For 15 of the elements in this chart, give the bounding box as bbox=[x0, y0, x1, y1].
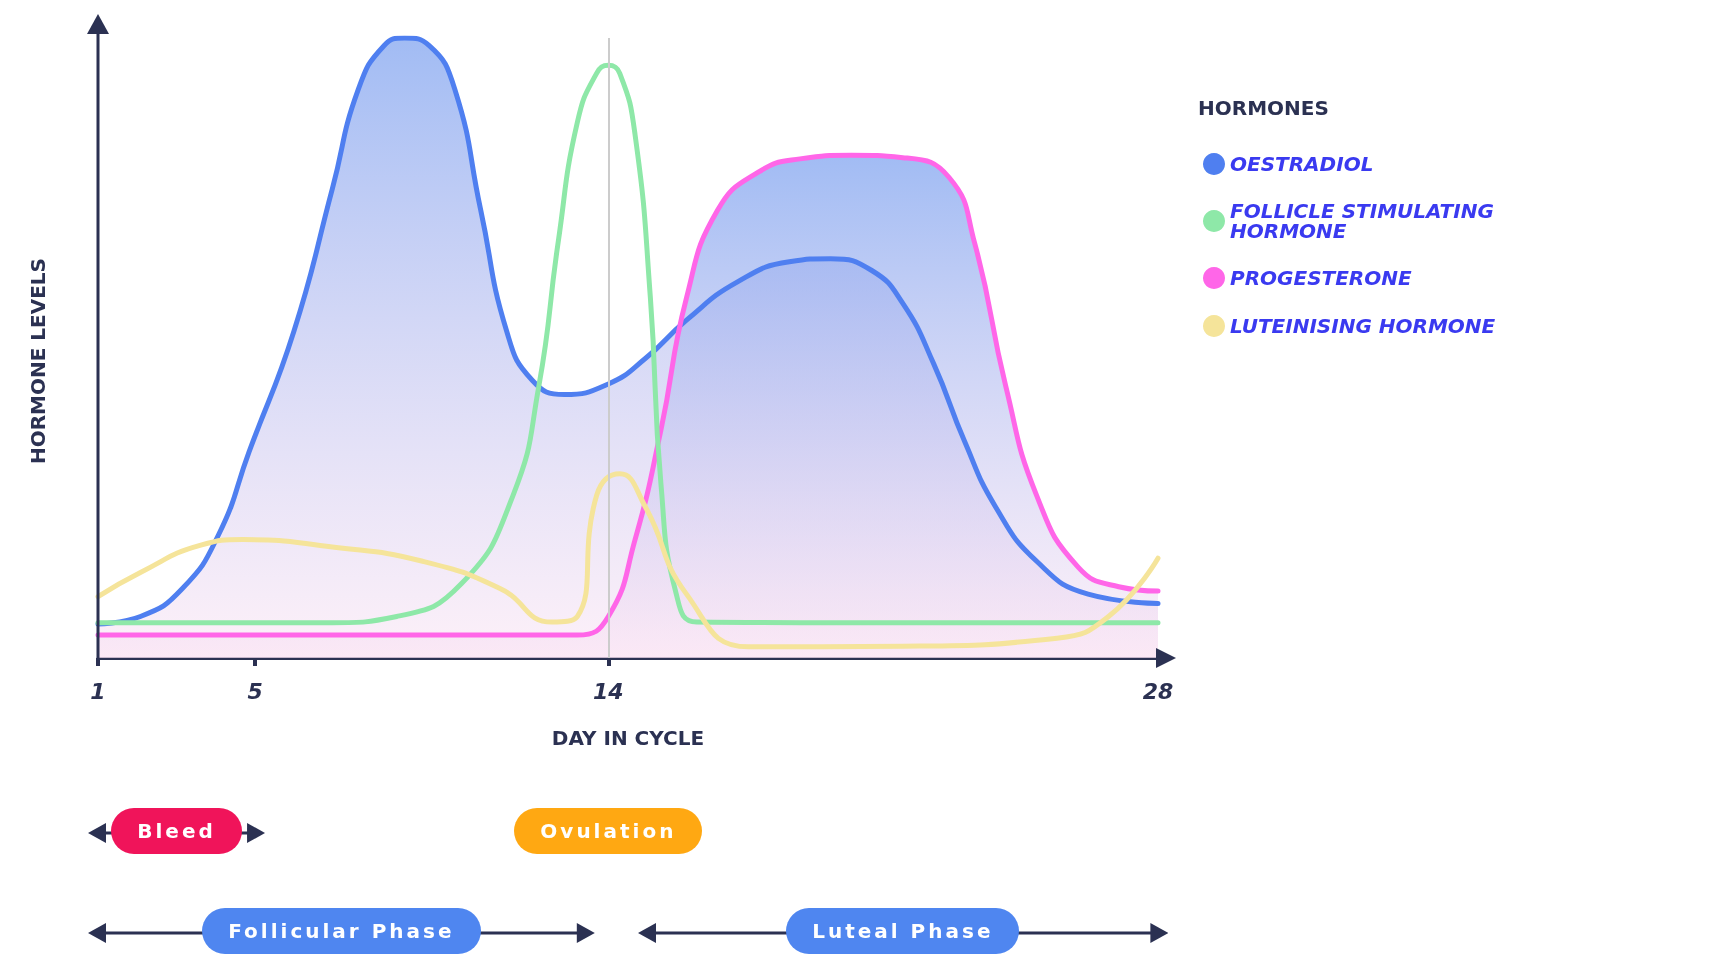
x-tick-label: 5 bbox=[247, 678, 263, 704]
y-axis-title: HORMONE LEVELS bbox=[26, 257, 50, 465]
legend-title: HORMONES bbox=[1198, 96, 1329, 120]
legend-label: FOLLICLE STIMULATING HORMONE bbox=[1230, 199, 1501, 243]
x-tick-label: 28 bbox=[1142, 678, 1174, 704]
x-tick-label: 1 bbox=[90, 678, 106, 704]
text: Follicular Phase bbox=[202, 908, 481, 954]
legend-label: OESTRADIOL bbox=[1230, 152, 1374, 176]
legend-label: LUTEINISING HORMONE bbox=[1230, 314, 1496, 338]
x-axis-title: DAY IN CYCLE bbox=[551, 726, 705, 750]
legend-label: PROGESTERONE bbox=[1230, 266, 1412, 290]
text: Bleed bbox=[111, 808, 242, 854]
text: Ovulation bbox=[514, 808, 703, 854]
text: Luteal Phase bbox=[786, 908, 1020, 954]
x-tick-label: 14 bbox=[593, 678, 624, 704]
